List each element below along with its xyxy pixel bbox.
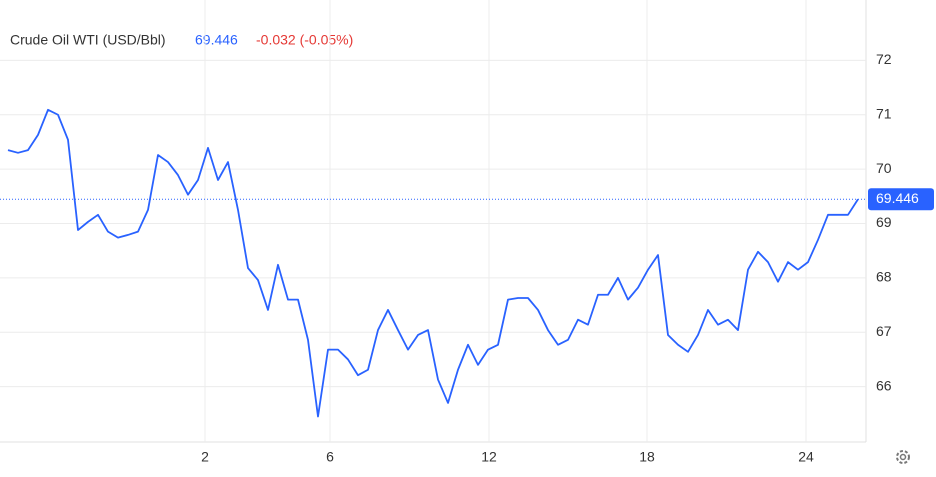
change: -0.032 (-0.05%) bbox=[256, 32, 353, 48]
last-price-box bbox=[868, 188, 934, 211]
price: 69.446 bbox=[195, 32, 238, 48]
gear[interactable] bbox=[896, 450, 910, 464]
y-tick-label: 71 bbox=[876, 105, 892, 121]
x-tick-label: 6 bbox=[326, 449, 334, 465]
gear-hub[interactable] bbox=[899, 453, 907, 461]
settings-icon[interactable] bbox=[896, 450, 910, 464]
y-tick-label: 66 bbox=[876, 377, 892, 393]
x-tick-label: 12 bbox=[481, 449, 497, 465]
chart-title: Crude Oil WTI (USD/Bbl) bbox=[10, 32, 166, 48]
y-tick-label: 68 bbox=[876, 269, 892, 285]
y-tick-label: 72 bbox=[876, 51, 892, 67]
y-tick-label: 67 bbox=[876, 323, 892, 339]
x-tick-label: 2 bbox=[201, 449, 209, 465]
x-tick-label: 18 bbox=[639, 449, 655, 465]
y-tick-label: 69 bbox=[876, 214, 892, 230]
price-line bbox=[7, 108, 859, 418]
y-tick-label: 70 bbox=[876, 160, 892, 176]
last-price-label: 69.446 bbox=[876, 190, 919, 206]
x-tick-label: 24 bbox=[798, 449, 814, 465]
